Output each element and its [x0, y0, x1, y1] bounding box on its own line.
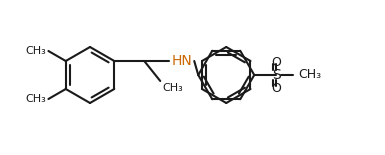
Text: CH₃: CH₃ — [26, 46, 47, 56]
Text: CH₃: CH₃ — [298, 69, 321, 82]
Text: HN: HN — [171, 54, 192, 68]
Text: O: O — [271, 82, 281, 95]
Text: O: O — [271, 55, 281, 69]
Text: CH₃: CH₃ — [162, 83, 183, 93]
Text: CH₃: CH₃ — [26, 94, 47, 104]
Text: S: S — [272, 68, 281, 82]
